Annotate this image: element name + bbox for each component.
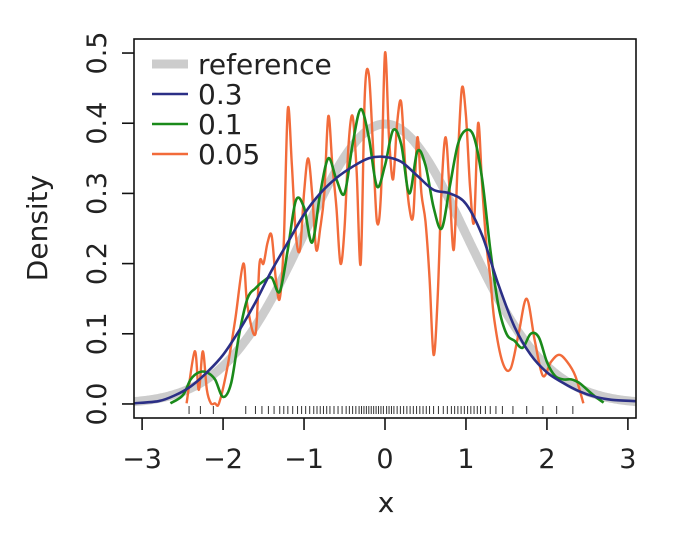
x-tick-label: 3 — [619, 444, 636, 475]
y-tick-label: 0.1 — [82, 312, 113, 355]
x-tick-label: 2 — [538, 444, 555, 475]
y-tick-label: 0.5 — [82, 32, 113, 75]
y-axis-label: Density — [21, 175, 54, 281]
y-tick-label: 0.3 — [82, 172, 113, 215]
legend-entry-0.3-label: 0.3 — [198, 78, 243, 111]
series-0.1-line — [169, 107, 605, 405]
x-axis-label: x — [378, 486, 395, 519]
y-tick-label: 0.0 — [82, 383, 113, 426]
legend-entry-0.1-label: 0.1 — [198, 108, 243, 141]
y-tick-label: 0.2 — [82, 242, 113, 285]
x-tick-label: 0 — [376, 444, 393, 475]
x-tick-label: −2 — [203, 444, 243, 475]
legend-entry-0.05-label: 0.05 — [198, 138, 260, 171]
x-tick-label: 1 — [457, 444, 474, 475]
series-0.3-line — [134, 155, 636, 405]
series-0.05-line — [185, 51, 585, 408]
y-tick-label: 0.4 — [82, 102, 113, 145]
legend-entry-reference-label: reference — [198, 48, 332, 81]
plot-curves — [134, 51, 636, 408]
x-axis: −3 −2 −1 0 1 2 3 — [122, 418, 636, 475]
x-tick-label: −3 — [122, 444, 162, 475]
x-tick-label: −1 — [284, 444, 324, 475]
y-axis: 0.0 0.1 0.2 0.3 0.4 0.5 — [82, 32, 134, 426]
rug-marks — [188, 406, 574, 414]
